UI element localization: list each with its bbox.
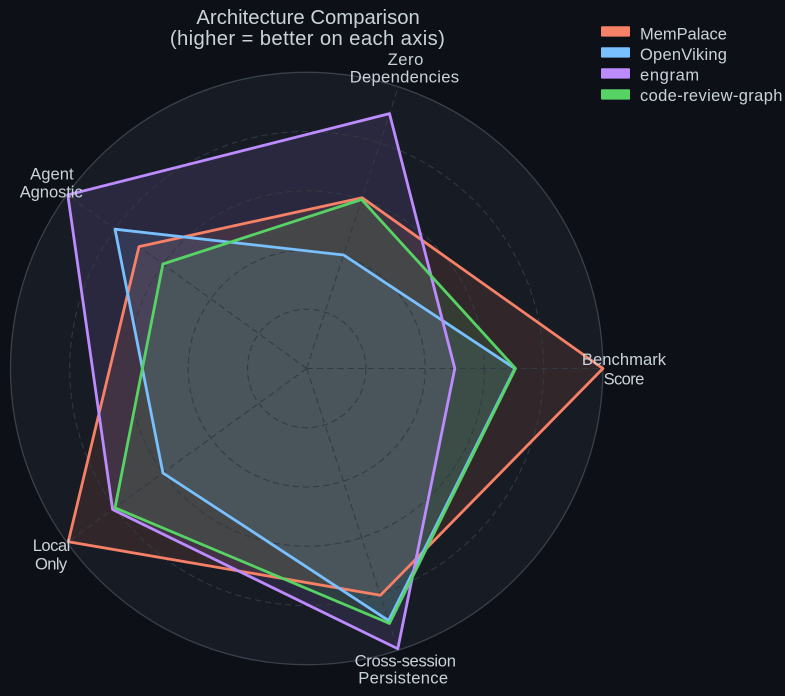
svg-text:Agent: Agent [30, 164, 74, 183]
svg-text:engram: engram [640, 67, 700, 85]
svg-text:Score: Score [604, 370, 645, 389]
svg-text:code-review-graph: code-review-graph [640, 87, 783, 105]
svg-text:Dependencies: Dependencies [350, 68, 460, 87]
svg-text:Only: Only [35, 554, 68, 573]
svg-text:(higher = better on each axis): (higher = better on each axis) [170, 28, 445, 50]
svg-text:Agnostic: Agnostic [20, 183, 83, 202]
svg-text:Benchmark: Benchmark [582, 350, 667, 369]
svg-text:Architecture Comparison: Architecture Comparison [196, 7, 419, 29]
svg-text:Persistence: Persistence [358, 669, 448, 688]
svg-text:Local: Local [33, 536, 70, 555]
svg-text:Cross-session: Cross-session [355, 651, 456, 670]
svg-text:Zero: Zero [388, 50, 424, 69]
svg-text:MemPalace: MemPalace [640, 25, 727, 43]
svg-text:OpenViking: OpenViking [640, 46, 727, 64]
